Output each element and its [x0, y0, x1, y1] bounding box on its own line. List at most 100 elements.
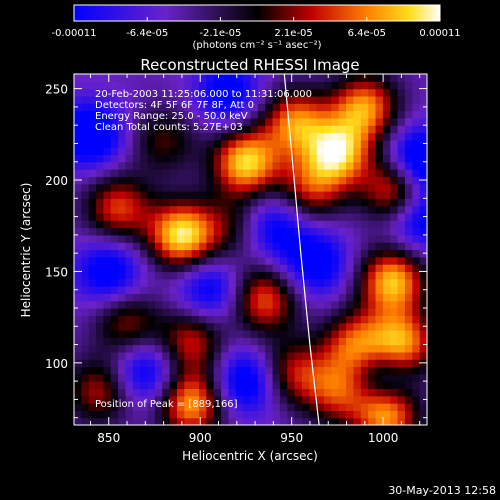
heatmap-cell: [294, 395, 303, 404]
heatmap-cell: [213, 351, 222, 360]
heatmap-cell: [206, 205, 215, 214]
heatmap-cell: [184, 293, 193, 302]
heatmap-cell: [338, 249, 347, 258]
heatmap-cell: [412, 256, 421, 265]
heatmap-cell: [118, 147, 127, 156]
heatmap-cell: [110, 388, 119, 397]
colorbar: [73, 4, 441, 22]
heatmap-cell: [301, 278, 310, 287]
heatmap-cell: [360, 117, 369, 126]
heatmap-cell: [404, 249, 413, 258]
heatmap-cell: [213, 373, 222, 382]
heatmap-cell: [118, 249, 127, 258]
heatmap-cell: [118, 351, 127, 360]
heatmap-cell: [353, 300, 362, 309]
heatmap-cell: [162, 359, 171, 368]
heatmap-cell: [169, 125, 178, 134]
heatmap-cell: [279, 293, 288, 302]
heatmap-cell: [331, 198, 340, 207]
heatmap-cell: [103, 234, 112, 243]
heatmap-cell: [287, 403, 296, 411]
heatmap-cell: [243, 278, 252, 287]
heatmap-cell: [316, 329, 325, 338]
heatmap-cell: [191, 81, 200, 90]
heatmap-cell: [243, 344, 252, 353]
heatmap-cell: [228, 293, 237, 302]
heatmap-cell: [272, 403, 281, 411]
heatmap-cell: [118, 344, 127, 353]
heatmap-cell: [96, 139, 105, 148]
heatmap-cell: [96, 95, 105, 104]
heatmap-cell: [125, 183, 134, 192]
heatmap-cell: [199, 95, 207, 104]
heatmap-cell: [74, 256, 82, 265]
heatmap-cell: [353, 183, 362, 192]
heatmap-cell: [272, 308, 281, 316]
heatmap-cell: [147, 125, 156, 134]
heatmap-cell: [96, 344, 105, 353]
heatmap-cell: [154, 220, 163, 229]
heatmap-cell: [199, 417, 207, 425]
heatmap-cell: [368, 139, 377, 148]
y-tick-label: 100: [45, 357, 68, 371]
heatmap-cell: [412, 293, 421, 302]
heatmap-cell: [382, 286, 391, 294]
heatmap-cell: [265, 256, 274, 265]
heatmap-cell: [221, 256, 230, 265]
heatmap-cell: [412, 198, 421, 207]
heatmap-cell: [184, 417, 193, 425]
heatmap-cell: [169, 234, 178, 243]
heatmap-cell: [265, 417, 274, 425]
heatmap-cell: [206, 322, 215, 331]
heatmap-cell: [257, 337, 266, 346]
heatmap-cell: [397, 366, 406, 375]
heatmap-cell: [338, 234, 347, 243]
heatmap-cell: [191, 286, 200, 294]
heatmap-cell: [235, 373, 244, 382]
heatmap-cell: [140, 403, 149, 411]
heatmap-cell: [118, 132, 127, 141]
heatmap-cell: [184, 256, 193, 265]
heatmap-cell: [316, 278, 325, 287]
heatmap-cell: [176, 329, 185, 338]
heatmap-cell: [103, 103, 112, 112]
heatmap-cell: [353, 373, 362, 382]
heatmap-cell: [338, 139, 347, 148]
heatmap-cell: [375, 322, 384, 331]
heatmap-cell: [375, 359, 384, 368]
heatmap-cell: [221, 366, 230, 375]
heatmap-cell: [110, 249, 119, 258]
heatmap-cell: [404, 417, 413, 425]
heatmap-cell: [368, 198, 377, 207]
heatmap-cell: [338, 395, 347, 404]
heatmap-cell: [368, 183, 377, 192]
colorbar-tick-label: -6.4e-05: [126, 28, 168, 39]
heatmap-cell: [199, 117, 207, 126]
heatmap-cell: [147, 169, 156, 177]
heatmap-cell: [140, 220, 149, 229]
heatmap-cell: [176, 417, 185, 425]
heatmap-cell: [265, 234, 274, 243]
heatmap-cell: [412, 373, 421, 382]
heatmap-cell: [96, 147, 105, 156]
heatmap-cell: [331, 147, 340, 156]
heatmap-cell: [294, 117, 303, 126]
heatmap-cell: [162, 139, 171, 148]
heatmap-cell: [397, 351, 406, 360]
heatmap-cell: [140, 132, 149, 141]
heatmap-cell: [360, 271, 369, 280]
heatmap-cell: [103, 147, 112, 156]
heatmap-cell: [74, 81, 82, 90]
heatmap-cell: [103, 242, 112, 251]
heatmap-cell: [243, 322, 252, 331]
heatmap-cell: [412, 337, 421, 346]
heatmap-cell: [235, 256, 244, 265]
heatmap-cell: [250, 315, 259, 324]
heatmap-cell: [74, 154, 82, 163]
heatmap-cell: [346, 373, 355, 382]
heatmap-cell: [309, 88, 318, 97]
heatmap-cell: [338, 417, 347, 425]
heatmap-cell: [346, 249, 355, 258]
heatmap-cell: [375, 351, 384, 360]
heatmap-cell: [88, 154, 97, 163]
